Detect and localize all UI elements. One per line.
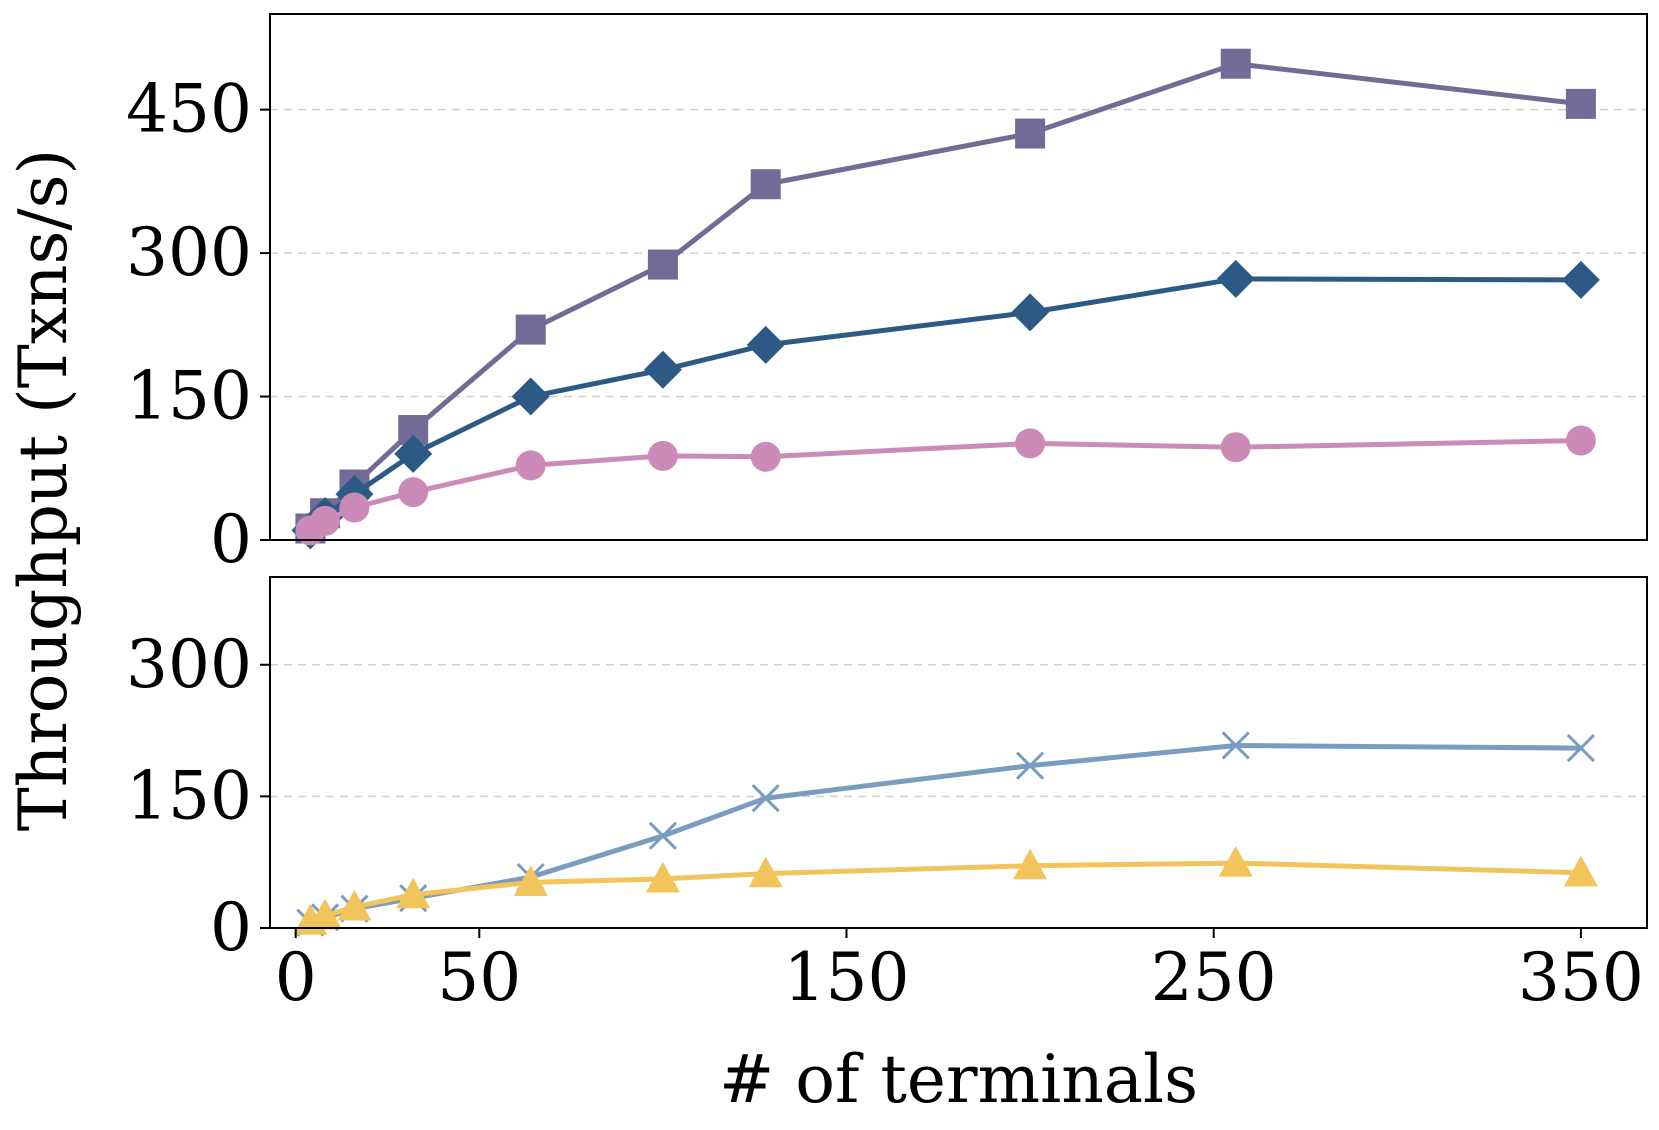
series-square-point xyxy=(1015,118,1046,149)
plot-frame xyxy=(269,13,1648,541)
series-circle-point xyxy=(310,505,341,536)
x-tick-label: 50 xyxy=(437,939,521,1016)
series-square-point xyxy=(1565,88,1596,119)
x-tick-label: 350 xyxy=(1518,939,1644,1016)
series-circle-point xyxy=(1220,432,1251,463)
series-circle-point xyxy=(1565,425,1596,456)
y-tick-label: 150 xyxy=(126,757,252,834)
series-x-point xyxy=(648,821,677,850)
x-tick-label: 150 xyxy=(784,939,910,1016)
bottom-panel: 0 150 300 xyxy=(126,576,1648,966)
series-triangle-point xyxy=(1013,848,1048,880)
series-triangle-line xyxy=(309,860,1581,924)
y-tick-label: 150 xyxy=(126,358,252,435)
y-tick-label: 300 xyxy=(126,214,252,291)
x-axis-label: # of terminals xyxy=(719,1041,1198,1118)
series-triangle-point xyxy=(748,856,783,888)
series-square xyxy=(295,48,1596,544)
series-circle-point xyxy=(750,441,781,472)
series-diamond-point xyxy=(511,377,550,416)
series-square-point xyxy=(647,249,678,280)
series-triangle-point xyxy=(1218,846,1253,877)
series-circle-point xyxy=(339,492,370,523)
y-tick-label: 300 xyxy=(126,626,252,703)
series-x xyxy=(296,731,1595,937)
series-triangle-point xyxy=(513,865,548,896)
series-x-point xyxy=(1016,751,1045,780)
y-tick-label: 0 xyxy=(210,889,252,966)
series-circle-point xyxy=(1015,428,1046,459)
series-diamond-point xyxy=(746,325,785,364)
plot-frame xyxy=(269,576,1648,929)
series-triangle-point xyxy=(645,861,680,893)
series-x-line xyxy=(309,742,1581,926)
series-x-point xyxy=(1566,734,1595,763)
series-diamond-point xyxy=(394,434,433,473)
series-x-point xyxy=(1221,731,1250,760)
series-square-point xyxy=(1220,48,1251,79)
series-triangle-point xyxy=(337,889,372,921)
series-diamond-point xyxy=(1011,293,1050,332)
series-diamond-point xyxy=(1216,259,1255,298)
series-circle-point xyxy=(647,440,678,471)
series-diamond-point xyxy=(643,350,682,389)
x-axis-ticks: 0 50 150 250 350 xyxy=(275,928,1644,1016)
series-circle xyxy=(295,425,1596,546)
series-diamond-line xyxy=(308,276,1581,533)
series-diamond xyxy=(291,259,1600,550)
top-panel: 0 150 300 450 xyxy=(126,13,1648,578)
series-triangle-point xyxy=(396,877,431,909)
y-tick-label: 450 xyxy=(126,71,252,148)
series-square-point xyxy=(515,314,546,345)
y-axis-label: Throughput (Txns/s) xyxy=(5,149,82,832)
series-circle-point xyxy=(515,450,546,481)
series-circle-line xyxy=(309,438,1581,533)
series-diamond-point xyxy=(1561,260,1600,299)
series-triangle xyxy=(293,846,1598,935)
y-tick-label: 0 xyxy=(210,501,252,578)
series-square-line xyxy=(308,61,1582,531)
series-circle-point xyxy=(398,477,429,508)
series-triangle-point xyxy=(1563,855,1598,887)
series-square-point xyxy=(750,169,781,200)
x-tick-label: 250 xyxy=(1151,939,1277,1016)
x-tick-label: 0 xyxy=(275,939,317,1016)
series-x-point xyxy=(751,784,780,813)
series-triangle-point xyxy=(308,898,343,930)
